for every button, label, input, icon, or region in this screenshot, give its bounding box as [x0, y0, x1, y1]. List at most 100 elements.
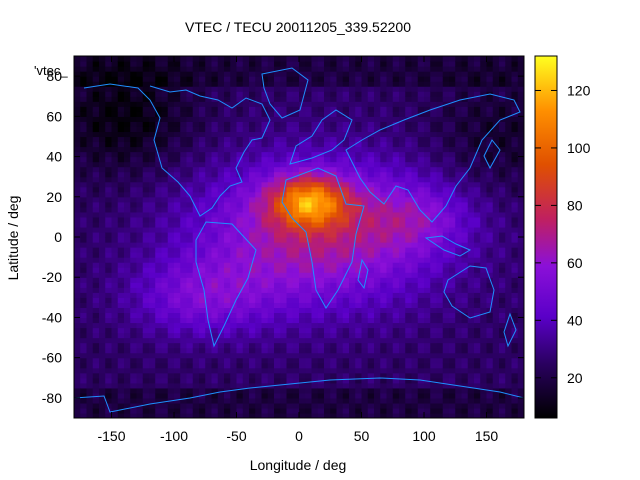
- heatmap-cell: [311, 402, 319, 409]
- heatmap-cell: [405, 372, 413, 379]
- heatmap-cell: [230, 392, 238, 399]
- heatmap-cell: [436, 76, 444, 82]
- heatmap-cell: [174, 186, 181, 193]
- heatmap-cell: [330, 201, 338, 208]
- heatmap-cell: [211, 231, 219, 238]
- heatmap-cell: [292, 382, 300, 389]
- heatmap-cell: [467, 292, 475, 298]
- heatmap-cell: [161, 322, 169, 329]
- heatmap-cell: [505, 287, 513, 293]
- heatmap-cell: [267, 231, 275, 238]
- heatmap-cell: [242, 136, 250, 143]
- heatmap-cell: [142, 211, 150, 218]
- heatmap-cell: [274, 206, 281, 213]
- heatmap-cell: [292, 156, 300, 163]
- heatmap-cell: [405, 171, 413, 178]
- heatmap-cell: [167, 277, 175, 283]
- heatmap-cell: [411, 377, 419, 384]
- heatmap-cell: [355, 211, 363, 218]
- heatmap-cell: [467, 352, 475, 359]
- heatmap-cell: [167, 161, 175, 168]
- heatmap-cell: [136, 322, 144, 329]
- heatmap-cell: [311, 247, 319, 253]
- heatmap-cell: [205, 362, 213, 369]
- heatmap-cell: [130, 201, 138, 208]
- heatmap-cell: [111, 302, 119, 308]
- heatmap-cell: [224, 392, 231, 399]
- heatmap-cell: [292, 191, 300, 198]
- heatmap-cell: [267, 211, 275, 218]
- heatmap-cell: [199, 372, 206, 379]
- heatmap-cell: [105, 382, 113, 389]
- heatmap-cell: [317, 146, 325, 153]
- heatmap-cell: [361, 141, 369, 148]
- heatmap-cell: [111, 287, 119, 293]
- heatmap-cell: [249, 111, 256, 117]
- heatmap-cell: [499, 136, 506, 143]
- heatmap-cell: [205, 407, 213, 414]
- heatmap-cell: [205, 397, 213, 404]
- heatmap-cell: [480, 367, 488, 374]
- heatmap-cell: [180, 121, 188, 127]
- heatmap-cell: [224, 216, 231, 223]
- heatmap-cell: [330, 141, 338, 148]
- heatmap-cell: [205, 126, 213, 133]
- heatmap-cell: [149, 277, 156, 283]
- heatmap-cell: [174, 322, 181, 329]
- heatmap-cell: [249, 312, 256, 319]
- heatmap-cell: [330, 377, 338, 384]
- heatmap-cell: [492, 387, 500, 394]
- heatmap-cell: [236, 247, 244, 253]
- heatmap-cell: [205, 226, 213, 233]
- heatmap-cell: [161, 302, 169, 308]
- heatmap-cell: [230, 257, 238, 263]
- heatmap-cell: [499, 196, 506, 203]
- heatmap-cell: [92, 357, 100, 364]
- heatmap-cell: [461, 397, 469, 404]
- heatmap-cell: [149, 392, 156, 399]
- heatmap-cell: [74, 131, 81, 138]
- heatmap-cell: [430, 146, 438, 153]
- heatmap-cell: [305, 247, 313, 253]
- heatmap-cell: [142, 267, 150, 273]
- heatmap-cell: [86, 367, 94, 374]
- heatmap-cell: [105, 206, 113, 213]
- heatmap-cell: [261, 382, 269, 389]
- heatmap-cell: [142, 181, 150, 188]
- heatmap-cell: [499, 71, 506, 77]
- heatmap-cell: [136, 86, 144, 92]
- heatmap-cell: [211, 272, 219, 278]
- heatmap-cell: [499, 402, 506, 409]
- heatmap-cell: [205, 357, 213, 364]
- heatmap-cell: [205, 237, 213, 243]
- heatmap-cell: [430, 372, 438, 379]
- heatmap-cell: [455, 277, 463, 283]
- heatmap-cell: [261, 116, 269, 122]
- heatmap-cell: [155, 231, 163, 238]
- heatmap-cell: [305, 272, 313, 278]
- heatmap-cell: [386, 126, 394, 133]
- heatmap-cell: [392, 156, 400, 163]
- heatmap-cell: [417, 267, 425, 273]
- heatmap-cell: [111, 397, 119, 404]
- heatmap-cell: [217, 111, 225, 117]
- heatmap-cell: [355, 101, 363, 107]
- heatmap-cell: [180, 297, 188, 303]
- heatmap-cell: [224, 272, 231, 278]
- heatmap-cell: [99, 111, 106, 117]
- heatmap-cell: [424, 226, 431, 233]
- heatmap-cell: [86, 347, 94, 354]
- heatmap-cell: [317, 372, 325, 379]
- heatmap-cell: [255, 136, 263, 143]
- heatmap-cell: [255, 367, 263, 374]
- heatmap-cell: [74, 247, 81, 253]
- heatmap-cell: [80, 191, 88, 198]
- heatmap-cell: [230, 176, 238, 183]
- heatmap-cell: [186, 312, 194, 319]
- heatmap-cell: [355, 151, 363, 158]
- heatmap-cell: [117, 211, 125, 218]
- heatmap-cell: [149, 206, 156, 213]
- heatmap-cell: [192, 206, 200, 213]
- heatmap-cell: [80, 327, 88, 334]
- heatmap-cell: [292, 237, 300, 243]
